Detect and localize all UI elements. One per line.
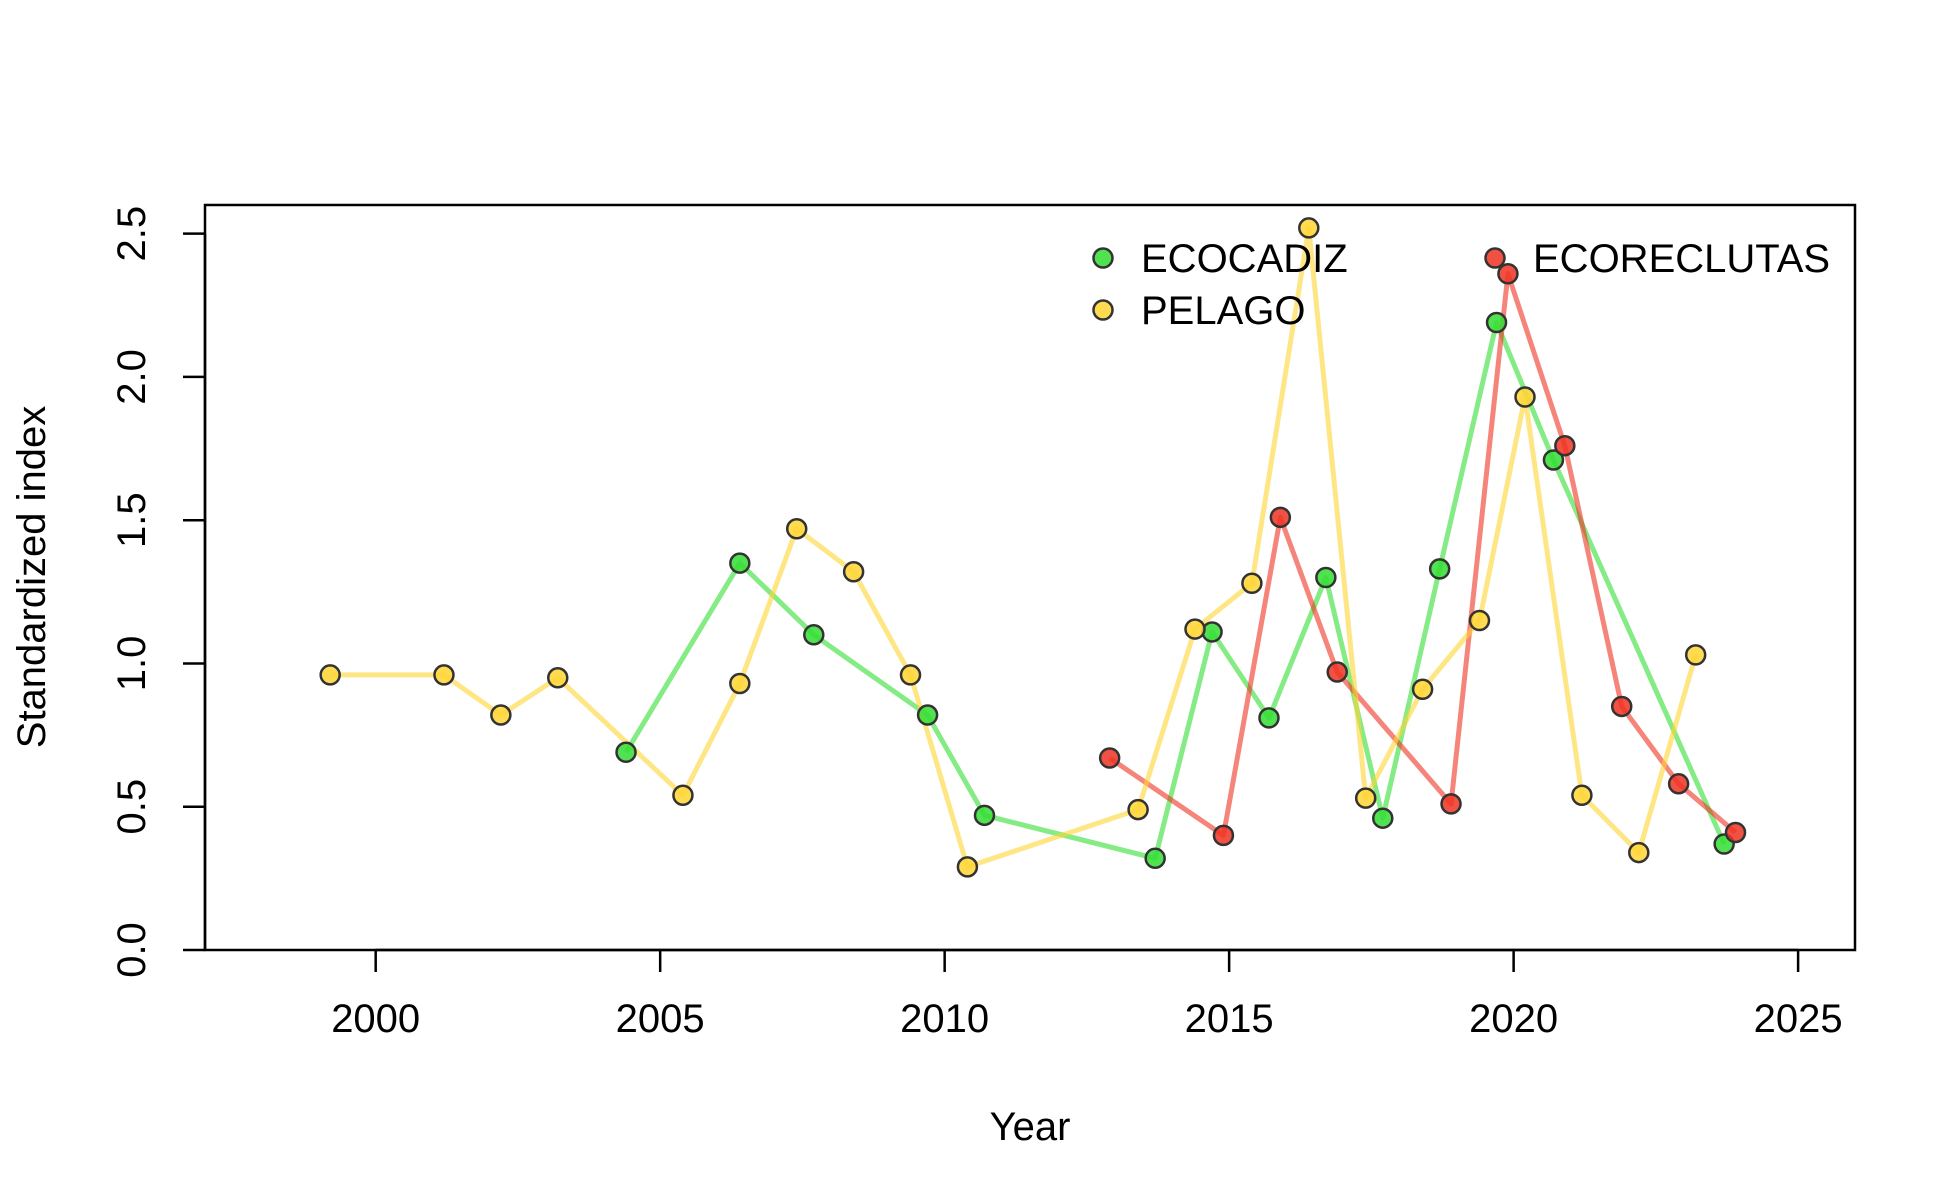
data-point-pelago bbox=[1468, 609, 1491, 632]
data-point-ecocadiz bbox=[1258, 707, 1280, 729]
data-point-ecoreclutas bbox=[1497, 263, 1519, 285]
data-point-ecocadiz bbox=[973, 804, 996, 827]
data-point-ecoreclutas bbox=[1269, 506, 1292, 529]
data-point-pelago bbox=[1184, 618, 1206, 640]
data-point-pelago bbox=[1411, 678, 1434, 700]
data-point-ecoreclutas bbox=[1667, 773, 1690, 795]
data-point-pelago bbox=[1514, 386, 1536, 408]
data-point-pelago bbox=[1571, 784, 1593, 807]
series-line-ecoreclutas bbox=[1108, 271, 1738, 838]
data-point-pelago bbox=[1628, 841, 1650, 864]
legend: ECOCADIZ PELAGO ECORECLUTAS bbox=[1092, 237, 1830, 333]
x-tick-label: 2020 bbox=[1469, 997, 1558, 1041]
x-tick-label: 2010 bbox=[900, 997, 989, 1041]
legend-label-pelago: PELAGO bbox=[1141, 289, 1306, 333]
data-point-pelago bbox=[729, 672, 751, 695]
data-point-pelago bbox=[1298, 217, 1320, 239]
data-point-ecoreclutas bbox=[1724, 821, 1747, 844]
y-tick-label: 0.0 bbox=[110, 922, 154, 978]
data-point-ecocadiz bbox=[615, 741, 637, 764]
x-tick-label: 2015 bbox=[1185, 997, 1274, 1041]
data-point-ecoreclutas bbox=[1554, 434, 1576, 457]
data-point-pelago bbox=[1127, 798, 1149, 821]
x-tick-label: 2000 bbox=[331, 997, 420, 1041]
data-point-pelago bbox=[672, 784, 694, 807]
legend-marker-pelago bbox=[1092, 299, 1114, 321]
legend-marker-ecoreclutas bbox=[1484, 247, 1506, 269]
data-point-ecocadiz bbox=[1428, 558, 1451, 580]
x-axis-title: Year bbox=[990, 1105, 1071, 1149]
data-point-ecocadiz bbox=[729, 552, 751, 574]
data-point-ecocadiz bbox=[1485, 311, 1508, 334]
data-point-pelago bbox=[1684, 644, 1707, 666]
data-point-ecoreclutas bbox=[1610, 695, 1633, 718]
y-tick-label: 2.0 bbox=[110, 349, 154, 405]
data-point-pelago bbox=[319, 664, 341, 686]
data-point-ecoreclutas bbox=[1212, 824, 1235, 847]
y-axis: 0.0 0.5 1.0 1.5 2.0 2.5 bbox=[110, 206, 207, 978]
data-point-pelago bbox=[785, 518, 808, 540]
legend-label-ecoreclutas: ECORECLUTAS bbox=[1533, 237, 1830, 281]
data-point-ecocadiz bbox=[803, 624, 825, 646]
data-point-ecocadiz bbox=[1144, 847, 1166, 870]
data-point-pelago bbox=[956, 856, 979, 878]
data-point-pelago bbox=[1354, 787, 1377, 809]
x-tick-label: 2025 bbox=[1754, 997, 1843, 1041]
data-point-ecocadiz bbox=[1372, 807, 1394, 829]
series-points bbox=[319, 217, 1747, 878]
data-point-pelago bbox=[490, 704, 512, 726]
data-point-ecoreclutas bbox=[1326, 661, 1348, 683]
y-tick-label: 2.5 bbox=[110, 206, 154, 262]
series-line-ecocadiz bbox=[623, 319, 1727, 861]
y-tick-label: 1.5 bbox=[110, 492, 154, 548]
data-point-pelago bbox=[547, 667, 569, 689]
data-point-ecoreclutas bbox=[1098, 747, 1121, 769]
data-point-pelago bbox=[842, 561, 865, 583]
legend-label-ecocadiz: ECOCADIZ bbox=[1141, 237, 1348, 281]
y-tick-label: 0.5 bbox=[110, 779, 154, 835]
data-point-ecocadiz bbox=[916, 704, 939, 726]
data-point-ecocadiz bbox=[1201, 621, 1223, 643]
legend-marker-ecocadiz bbox=[1092, 247, 1114, 269]
data-point-pelago bbox=[899, 664, 922, 686]
data-point-pelago bbox=[1241, 572, 1263, 594]
x-tick-label: 2005 bbox=[616, 997, 705, 1041]
y-tick-label: 1.0 bbox=[110, 636, 154, 692]
x-axis: 2000 2005 2010 2015 2020 2025 bbox=[331, 948, 1843, 1041]
data-point-pelago bbox=[433, 664, 455, 686]
data-point-ecocadiz bbox=[1315, 566, 1337, 589]
y-axis-title: Standardized index bbox=[10, 406, 54, 748]
series-lines bbox=[330, 225, 1738, 870]
data-point-ecoreclutas bbox=[1440, 793, 1462, 815]
data-point-ecocadiz bbox=[1542, 449, 1565, 471]
